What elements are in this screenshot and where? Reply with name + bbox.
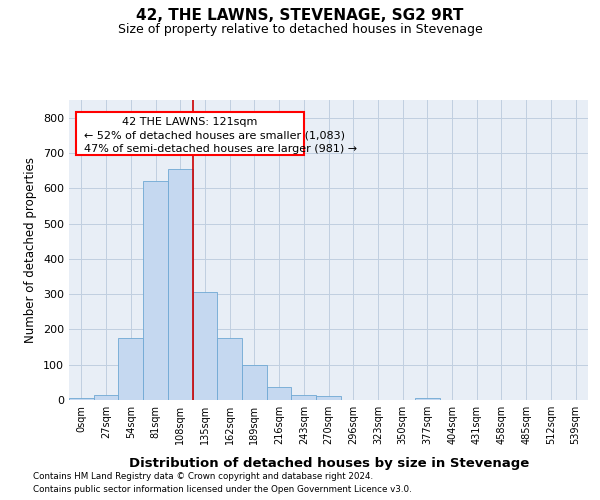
Bar: [76, 112, 304, 154]
Bar: [94, 394, 118, 400]
Bar: [143, 181, 168, 400]
Bar: [217, 338, 242, 400]
Bar: [69, 398, 94, 400]
Bar: [242, 366, 267, 400]
Bar: [193, 292, 217, 400]
Text: ← 52% of detached houses are smaller (1,083): ← 52% of detached houses are smaller (1,…: [84, 130, 345, 140]
Bar: [415, 398, 440, 400]
Text: Size of property relative to detached houses in Stevenage: Size of property relative to detached ho…: [118, 22, 482, 36]
Text: Distribution of detached houses by size in Stevenage: Distribution of detached houses by size …: [128, 458, 529, 470]
Text: 47% of semi-detached houses are larger (981) →: 47% of semi-detached houses are larger (…: [84, 144, 357, 154]
Text: Contains public sector information licensed under the Open Government Licence v3: Contains public sector information licen…: [33, 485, 412, 494]
Text: 42, THE LAWNS, STEVENAGE, SG2 9RT: 42, THE LAWNS, STEVENAGE, SG2 9RT: [136, 8, 464, 22]
Bar: [267, 386, 292, 400]
Bar: [292, 396, 316, 400]
Y-axis label: Number of detached properties: Number of detached properties: [25, 157, 37, 343]
Bar: [118, 338, 143, 400]
Text: Contains HM Land Registry data © Crown copyright and database right 2024.: Contains HM Land Registry data © Crown c…: [33, 472, 373, 481]
Text: 42 THE LAWNS: 121sqm: 42 THE LAWNS: 121sqm: [122, 118, 258, 128]
Bar: [316, 396, 341, 400]
Bar: [168, 169, 193, 400]
